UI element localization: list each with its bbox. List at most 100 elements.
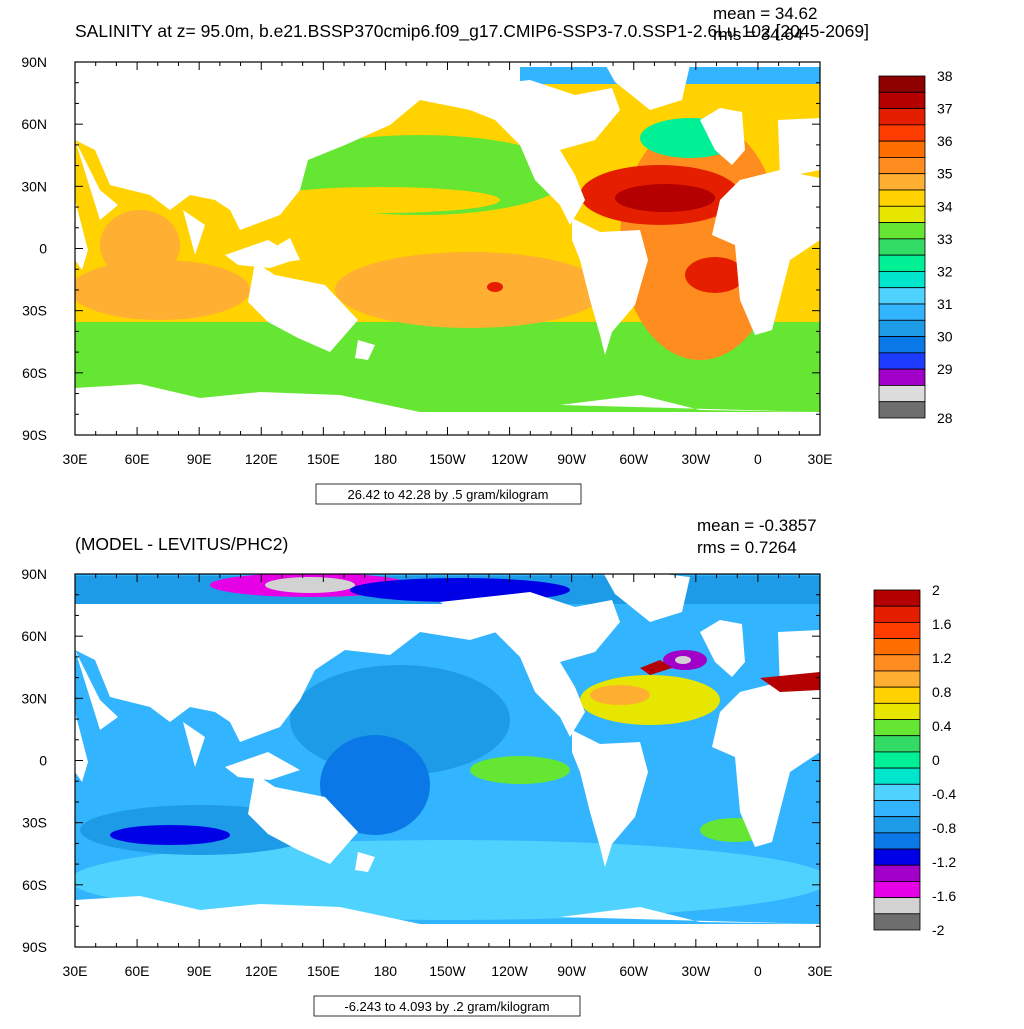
top-colorbar-swatch: [878, 173, 926, 191]
top-lon-label: 120E: [245, 451, 278, 467]
bottom-dark-patch-wpac: [320, 735, 430, 835]
top-lat-label: 90N: [21, 54, 47, 70]
top-colorbar-swatch: [878, 287, 926, 305]
bottom-mediterranean-red: [760, 672, 820, 692]
bottom-lon-label: 90W: [557, 963, 587, 979]
bottom-colorbar-swatch: [873, 897, 921, 915]
bottom-colorbar-swatch: [873, 670, 921, 688]
top-south-pacific-max: [487, 282, 503, 292]
bottom-longitude-labels: 30E 60E 90E 120E 150E 180 150W 120W 90W 60W 30W 0 30…: [63, 963, 833, 979]
bottom-lon-label: 120E: [245, 963, 278, 979]
top-colorbar-label: 36: [937, 133, 953, 149]
bottom-lat-label: 90N: [21, 566, 47, 582]
bottom-arctic-grey: [265, 577, 355, 593]
top-plot-title: SALINITY at z= 95.0m, b.e21.BSSP370cmip6…: [75, 21, 869, 42]
bottom-colorbar-swatch: [873, 654, 921, 672]
bottom-colorbar-swatch: [873, 638, 921, 656]
bottom-lat-label: 60N: [21, 628, 47, 644]
top-colorbar-swatch: [878, 124, 926, 142]
top-lon-label: 90E: [187, 451, 212, 467]
bottom-colorbar-swatch: [873, 605, 921, 623]
bottom-colorbar-swatch: [873, 783, 921, 801]
bottom-colorbar-label: 0: [932, 752, 940, 768]
top-colorbar: 38 37 36 35 34 33 32 31 30 29 28: [878, 68, 953, 426]
top-lon-label: 60W: [619, 451, 649, 467]
top-colorbar-swatch: [878, 254, 926, 272]
top-lat-label: 0: [39, 241, 47, 257]
bottom-colorbar-swatch: [873, 832, 921, 850]
bottom-lon-label: 150W: [429, 963, 466, 979]
bottom-colorbar-label: -1.6: [932, 888, 956, 904]
top-lat-label: 90S: [22, 427, 47, 443]
top-lon-label: 30W: [681, 451, 711, 467]
bottom-lat-label: 30N: [21, 690, 47, 706]
bottom-colorbar-label: -0.8: [932, 820, 956, 836]
bottom-colorbar-swatch: [873, 767, 921, 785]
top-colorbar-label: 32: [937, 263, 953, 279]
bottom-colorbar-label: 2: [932, 582, 940, 598]
bottom-colorbar-swatch: [873, 702, 921, 720]
top-colorbar-swatch: [878, 401, 926, 419]
top-map: [75, 62, 820, 435]
top-colorbar-label: 30: [937, 329, 953, 345]
top-lat-label: 60N: [21, 116, 47, 132]
bottom-light-band: [75, 840, 820, 920]
bottom-colorbar-label: 1.6: [932, 616, 952, 632]
bottom-range-box: [313, 995, 581, 1017]
bottom-colorbar-swatch: [873, 816, 921, 834]
top-south-pacific-salty: [335, 252, 605, 328]
bottom-colorbar-label: 0.8: [932, 684, 952, 700]
bottom-lon-label: 30E: [63, 963, 88, 979]
bottom-range-label: -6.243 to 4.093 by .2 gram/kilogram: [344, 999, 549, 1014]
bottom-colorbar-label: -0.4: [932, 786, 956, 802]
bottom-colorbar-swatch: [873, 686, 921, 704]
bottom-lat-label: 60S: [22, 877, 47, 893]
top-rms-value: rms = 34.64: [713, 25, 803, 44]
bottom-rms-value: rms = 0.7264: [697, 538, 797, 557]
bottom-colorbar-label: 1.2: [932, 650, 952, 666]
top-mean-value: mean = 34.62: [713, 4, 817, 23]
top-indian-salty: [75, 260, 250, 320]
bottom-colorbar-swatch: [873, 735, 921, 753]
top-axis-ticks: [74, 61, 821, 436]
top-colorbar-swatch: [878, 75, 926, 93]
top-colorbar-swatch: [878, 157, 926, 175]
bottom-colorbar-label: 0.4: [932, 718, 952, 734]
bottom-map: [75, 574, 820, 947]
top-colorbar-swatch: [878, 238, 926, 256]
bottom-plot-title: (MODEL - LEVITUS/PHC2): [75, 534, 288, 554]
bottom-latitude-labels: 90N 60N 30N 0 30S 60S 90S: [21, 566, 47, 955]
top-lat-label: 30S: [22, 303, 47, 319]
top-colorbar-label: 34: [937, 198, 953, 214]
bottom-lon-label: 120W: [491, 963, 528, 979]
top-colorbar-swatch: [878, 271, 926, 289]
bottom-dark-patch-indian: [110, 825, 230, 845]
top-colorbar-swatch: [878, 368, 926, 386]
top-colorbar-label: 29: [937, 361, 953, 377]
top-colorbar-swatch: [878, 140, 926, 158]
top-colorbar-label: 37: [937, 101, 953, 117]
bottom-lon-label: 30W: [681, 963, 711, 979]
top-atlantic-max: [615, 184, 715, 212]
bottom-colorbar-swatch: [873, 881, 921, 899]
top-lon-label: 90W: [557, 451, 587, 467]
bottom-lon-label: 60E: [125, 963, 150, 979]
top-lat-label: 60S: [22, 365, 47, 381]
top-colorbar-label: 35: [937, 166, 953, 182]
bottom-axis-ticks: [74, 573, 821, 948]
top-colorbar-swatch: [878, 91, 926, 109]
top-lon-label: 30E: [63, 451, 88, 467]
top-lon-label: 180: [374, 451, 398, 467]
bottom-labrador-grey: [675, 656, 691, 664]
top-land-masses: [75, 62, 820, 435]
top-colorbar-label: 33: [937, 231, 953, 247]
bottom-atlantic-red: [640, 660, 672, 675]
top-colorbar-swatch: [878, 222, 926, 240]
bottom-lat-label: 0: [39, 753, 47, 769]
top-colorbar-swatch: [878, 385, 926, 403]
top-lon-label: 120W: [491, 451, 528, 467]
top-colorbar-swatch: [878, 319, 926, 337]
bottom-lon-label: 30E: [808, 963, 833, 979]
bottom-colorbar-swatch: [873, 621, 921, 639]
